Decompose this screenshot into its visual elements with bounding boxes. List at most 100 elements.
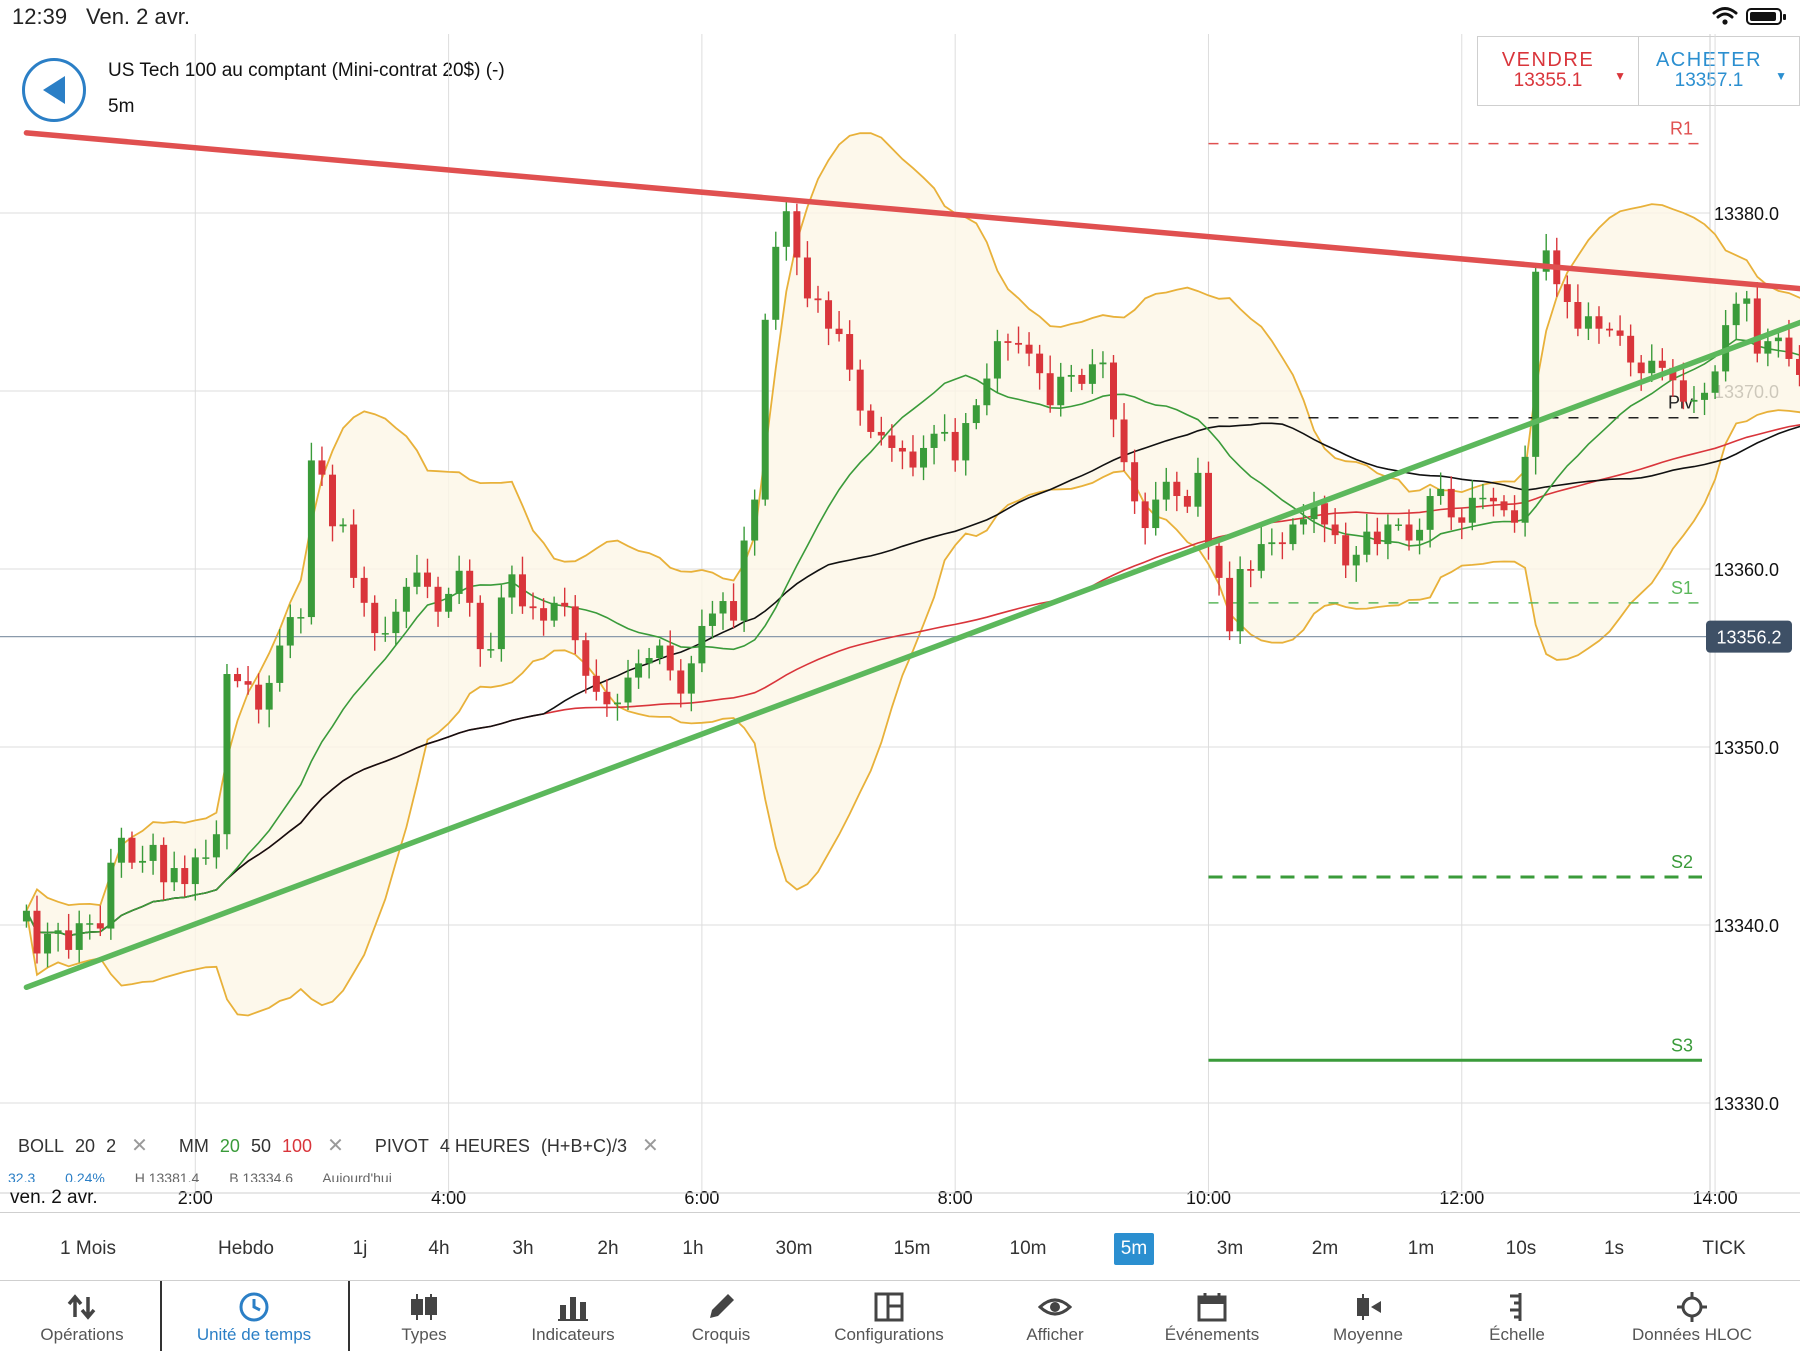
timeframe-option-5m[interactable]: 5m — [1114, 1233, 1154, 1265]
candle-body — [540, 608, 548, 621]
candle-body — [107, 862, 115, 929]
toolbar-moyenne[interactable]: Moyenne — [1283, 1281, 1453, 1351]
timeframe-option-15m[interactable]: 15m — [893, 1238, 931, 1259]
candle-body — [1036, 353, 1044, 374]
x-tick-label: 10:00 — [1186, 1188, 1231, 1208]
remove-pivot-icon[interactable]: ✕ — [641, 1135, 659, 1157]
current-price-label: 13356.2 — [1716, 628, 1781, 648]
pivot-label-s2: S2 — [1671, 852, 1693, 872]
candle-body — [265, 682, 273, 710]
timeframe-option-2h[interactable]: 2h — [597, 1238, 619, 1259]
candle-body — [920, 447, 928, 468]
toolbar-label: Événements — [1164, 1325, 1260, 1344]
timeframe-option-3h[interactable]: 3h — [512, 1238, 534, 1259]
timeframe-option-3m[interactable]: 3m — [1216, 1238, 1244, 1259]
timeframe-option-4h[interactable]: 4h — [428, 1238, 450, 1259]
candle-body — [698, 625, 706, 664]
toolbar-événements[interactable]: Événements — [1127, 1281, 1297, 1351]
timeframe-option-hebdo[interactable]: Hebdo — [218, 1238, 274, 1259]
bollinger-upper-line — [25, 132, 1800, 912]
pivot-legend-name: PIVOT — [374, 1136, 429, 1156]
sell-button[interactable]: VENDRE 13355.1 ▼ — [1478, 37, 1639, 105]
toolbar-croquis[interactable]: Croquis — [636, 1281, 806, 1351]
status-date: Ven. 2 avr. — [86, 4, 190, 29]
timeframe-option-1h[interactable]: 1h — [682, 1238, 704, 1259]
toolbar-types[interactable]: Types — [339, 1281, 509, 1351]
candle-body — [128, 837, 136, 863]
buy-button[interactable]: ACHETER 13357.1 ▼ — [1639, 37, 1799, 105]
candle-body — [592, 675, 600, 692]
candle-body — [476, 602, 484, 650]
candle-body — [1732, 303, 1740, 326]
timeframe-option-10s[interactable]: 10s — [1505, 1238, 1537, 1259]
candle-body — [339, 524, 347, 527]
bollinger-band-fill — [26, 133, 1800, 1016]
candle-body — [656, 645, 664, 658]
toolbar-afficher[interactable]: Afficher — [970, 1281, 1140, 1351]
candle-body — [1268, 542, 1276, 545]
candle-body — [1595, 316, 1603, 329]
support-trendline[interactable] — [23, 311, 1800, 991]
candle-body — [1299, 519, 1307, 525]
candle-body — [571, 606, 579, 641]
timeframe-option-tick[interactable]: TICK — [1702, 1238, 1746, 1259]
candle-body — [993, 341, 1001, 379]
remove-boll-icon[interactable]: ✕ — [131, 1135, 148, 1157]
candle-body — [307, 460, 315, 618]
timeframe-option-1-mois[interactable]: 1 Mois — [60, 1238, 116, 1259]
back-arrow-icon — [43, 76, 65, 104]
candle-body — [1616, 330, 1624, 336]
candle-body — [1373, 531, 1381, 545]
candle-body — [1701, 392, 1709, 400]
candle-body — [740, 540, 748, 621]
candle-body — [1215, 545, 1223, 578]
candle-body — [1226, 577, 1234, 632]
candle-body — [297, 617, 305, 619]
wifi-icon — [1712, 7, 1738, 25]
candle-body — [1500, 501, 1508, 511]
timeframe-option-2m[interactable]: 2m — [1311, 1238, 1339, 1259]
layout-icon — [872, 1291, 906, 1323]
toolbar-separator — [348, 1281, 350, 1351]
mm-legend-name: MM — [178, 1136, 209, 1156]
pivot-label-s1: S1 — [1671, 578, 1693, 598]
candle-body — [466, 570, 474, 603]
ma50-line — [25, 422, 1800, 937]
timeframe-option-1s[interactable]: 1s — [1603, 1238, 1625, 1259]
toolbar-indicateurs[interactable]: Indicateurs — [488, 1281, 658, 1351]
boll-legend-p2: 2 — [106, 1136, 117, 1156]
back-button[interactable] — [22, 58, 86, 122]
toolbar-label: Configurations — [834, 1325, 944, 1344]
toolbar-unité-de-temps[interactable]: Unité de temps — [169, 1281, 339, 1351]
candle-body — [234, 674, 242, 682]
timeframe-option-1j[interactable]: 1j — [352, 1238, 368, 1259]
clock-icon — [237, 1291, 271, 1323]
candle-body — [1331, 524, 1339, 536]
toolbar-label: Opérations — [40, 1325, 124, 1344]
timeframe-option-30m[interactable]: 30m — [775, 1238, 813, 1259]
x-tick-label: 6:00 — [684, 1188, 719, 1208]
candle-body — [1141, 501, 1149, 529]
buy-dropdown-icon[interactable]: ▼ — [1775, 69, 1787, 83]
candle-body — [930, 433, 938, 448]
candle-body — [22, 910, 30, 922]
candle-body — [1194, 472, 1202, 507]
toolbar-configurations[interactable]: Configurations — [804, 1281, 974, 1351]
remove-mm-icon[interactable]: ✕ — [327, 1135, 344, 1157]
y-tick-label: 13340.0 — [1714, 916, 1779, 936]
timeframe-option-1m[interactable]: 1m — [1407, 1238, 1435, 1259]
candle-body — [635, 663, 643, 678]
scale-icon — [1500, 1291, 1534, 1323]
toolbar-opérations[interactable]: Opérations — [0, 1281, 167, 1351]
price-chart[interactable]: 2:00 4:00 6:00 8:00 10:00 12:00 14:00 13330.0 13… — [0, 34, 1800, 1212]
toolbar-données-hloc[interactable]: Données HLOC — [1607, 1281, 1777, 1351]
resistance-trendline[interactable] — [23, 130, 1800, 292]
candle-body — [793, 211, 801, 258]
toolbar-échelle[interactable]: Échelle — [1432, 1281, 1602, 1351]
candle-body — [719, 601, 727, 614]
sell-label: VENDRE — [1501, 49, 1595, 71]
candle-body — [392, 611, 400, 634]
sell-dropdown-icon[interactable]: ▼ — [1614, 69, 1626, 83]
x-tick-label: 8:00 — [938, 1188, 973, 1208]
timeframe-option-10m[interactable]: 10m — [1009, 1238, 1047, 1259]
